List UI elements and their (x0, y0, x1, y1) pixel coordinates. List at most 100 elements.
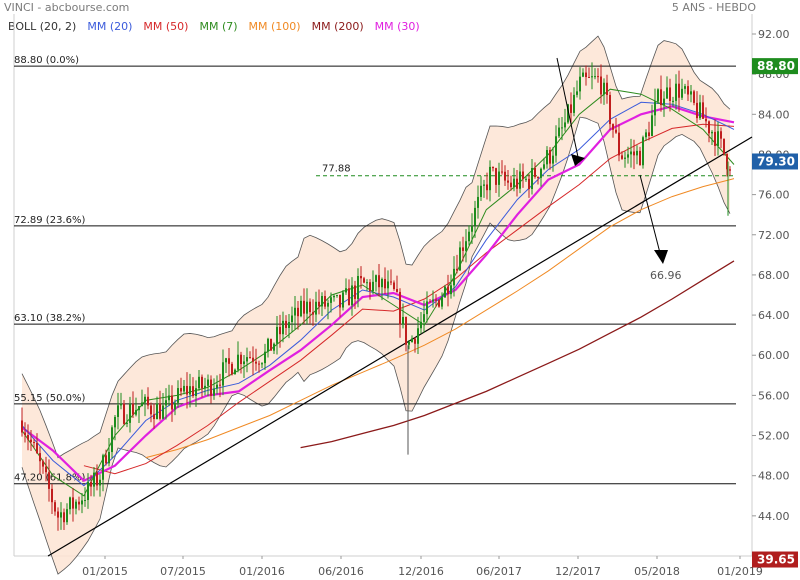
bollinger-upper-line (21, 35, 731, 459)
candle-body (159, 403, 161, 419)
candle-body (684, 86, 686, 89)
moving-average-line (83, 123, 735, 475)
candle-body (522, 171, 524, 179)
candle-body (576, 91, 578, 95)
candle-body (48, 472, 50, 489)
candle-body (450, 285, 452, 295)
candle-body (591, 76, 593, 78)
candle-body (492, 166, 494, 169)
candle-body (375, 275, 377, 282)
y-axis-tick-label: 92.00 (758, 28, 790, 41)
candle-body (105, 455, 107, 464)
candlestick-group (21, 62, 731, 531)
candle-body (309, 301, 311, 313)
candle-body (645, 132, 647, 138)
candle-body (384, 278, 386, 289)
candle-body (600, 76, 602, 95)
candle-body (729, 169, 731, 171)
candle-body (234, 369, 236, 375)
candle-body (363, 278, 365, 283)
candle-body (528, 178, 530, 190)
candle-body (615, 129, 617, 133)
candle-body (255, 361, 257, 364)
candle-body (210, 379, 212, 396)
candle-body (723, 138, 725, 154)
candle-body (342, 292, 344, 308)
legend-item[interactable]: MM (50) (143, 20, 189, 33)
candle-body (666, 87, 668, 99)
candle-body (498, 171, 500, 185)
candle-body (153, 414, 155, 420)
y-axis-tick-label: 60.00 (758, 349, 790, 362)
legend-item[interactable]: MM (100) (248, 20, 301, 33)
x-axis-tick-label: 01/2015 (82, 565, 128, 578)
candle-body (120, 403, 122, 406)
candle-body (258, 363, 260, 365)
candle-body (480, 185, 482, 197)
candle-body (534, 168, 536, 177)
legend-item[interactable]: MM (20) (87, 20, 133, 33)
candle-body (411, 338, 413, 342)
candle-body (219, 384, 221, 386)
candle-body (471, 225, 473, 232)
fibonacci-level-label: 55.15 (50.0%) (14, 393, 85, 404)
candle-body (165, 400, 167, 406)
candle-body (675, 83, 677, 101)
candle-body (627, 154, 629, 158)
candle-body (726, 153, 728, 170)
chart-period-label[interactable]: 5 ANS - HEBDO (671, 1, 756, 14)
candle-body (366, 282, 368, 284)
candle-body (117, 405, 119, 417)
candle-body (282, 320, 284, 335)
candle-body (51, 488, 53, 503)
legend-item[interactable]: BOLL (20, 2) (8, 20, 77, 33)
candle-body (717, 131, 719, 146)
candle-body (579, 76, 581, 92)
x-axis-tick-label: 12/2017 (555, 565, 601, 578)
candle-body (72, 497, 74, 509)
legend-item[interactable]: MM (30) (374, 20, 420, 33)
candle-body (438, 300, 440, 307)
legend-item[interactable]: MM (200) (311, 20, 364, 33)
candle-body (405, 316, 407, 345)
candle-body (420, 321, 422, 329)
candle-body (702, 102, 704, 119)
y-axis-tick-label: 56.00 (758, 389, 790, 402)
candle-body (171, 395, 173, 410)
candle-body (162, 405, 164, 419)
candle-body (453, 268, 455, 286)
candle-body (354, 285, 356, 299)
candle-body (60, 512, 62, 518)
candle-body (396, 289, 398, 292)
high-price-badge-text: 88.80 (757, 59, 795, 73)
candle-body (174, 402, 176, 410)
x-axis-tick-label: 07/2015 (160, 565, 206, 578)
candle-body (324, 296, 326, 307)
candle-body (714, 131, 716, 146)
candle-body (567, 104, 569, 123)
candle-body (144, 396, 146, 403)
x-axis-tick-label: 06/2017 (476, 565, 522, 578)
candle-body (531, 168, 533, 190)
candle-body (30, 439, 32, 443)
x-axis-tick-label: 05/2018 (634, 565, 680, 578)
candle-body (555, 136, 557, 156)
candle-body (138, 406, 140, 411)
candle-body (417, 328, 419, 344)
candle-body (318, 301, 320, 307)
fibonacci-level-label: 63.10 (38.2%) (14, 313, 85, 324)
candle-body (36, 442, 38, 454)
moving-average-line (300, 260, 735, 449)
candle-body (96, 472, 98, 486)
low-price-badge-text: 39.65 (757, 553, 795, 567)
target-price-label: 66.96 (650, 269, 682, 282)
bollinger-band-fill (22, 36, 730, 575)
candle-body (111, 427, 113, 452)
candle-body (510, 182, 512, 188)
candle-body (297, 307, 299, 317)
candle-body (387, 281, 389, 289)
candle-body (201, 376, 203, 389)
legend-item[interactable]: MM (7) (199, 20, 238, 33)
candle-body (75, 501, 77, 509)
candle-body (372, 281, 374, 291)
